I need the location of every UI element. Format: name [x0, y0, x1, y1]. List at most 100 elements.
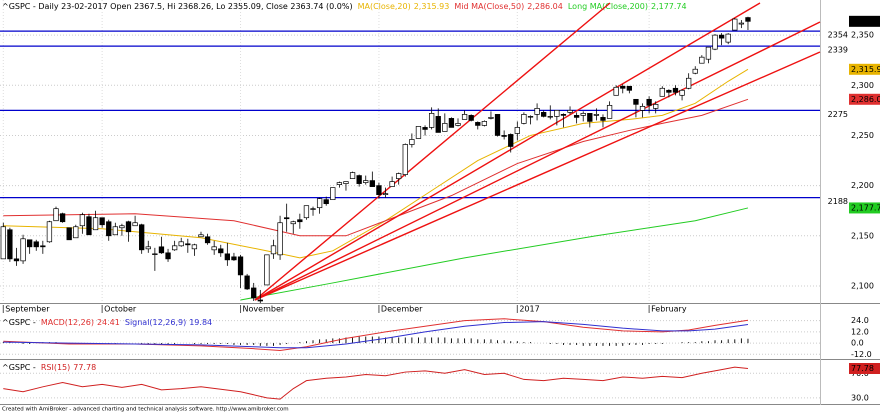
candle-body — [534, 108, 540, 115]
candle-body — [218, 248, 224, 254]
candle-body — [204, 236, 211, 244]
candle-body — [270, 245, 277, 255]
candle-body — [402, 144, 408, 175]
candle-body — [171, 245, 178, 251]
candle-body — [53, 208, 59, 222]
candle-body — [165, 252, 171, 260]
candle-body — [633, 98, 639, 105]
trend-lines — [254, 2, 821, 301]
trend-line — [254, 51, 821, 301]
value-tag-label: 77.78 — [851, 364, 874, 373]
candle-body — [323, 199, 329, 205]
candle-body — [396, 173, 402, 179]
candle-body — [264, 254, 270, 286]
title: ^GSPC - Daily 23-02-2017 Open 2367.5, Hi… — [2, 2, 353, 11]
candle-body — [606, 104, 613, 119]
candle-body — [92, 217, 99, 231]
candle-body — [343, 181, 349, 184]
legend-name: MACD(12,26) — [41, 318, 94, 327]
candle-body — [501, 135, 507, 137]
legend-name: Mid MA(Close,50) — [454, 2, 524, 11]
candle-body — [718, 34, 725, 39]
candle-body — [481, 121, 488, 126]
candle-body — [376, 185, 382, 195]
y-tick-label: 2,150 — [851, 231, 874, 240]
x-tick-label: 2017 — [519, 305, 539, 314]
legend-value: 2,177.74 — [651, 2, 687, 11]
candle-body — [587, 113, 593, 122]
y-tick-label: 30.0 — [851, 393, 869, 402]
candle-body — [672, 87, 679, 93]
value-tag-label: 2,315.93 — [851, 65, 880, 74]
line — [3, 98, 749, 237]
pane-title: ^GSPC - MACD(12,26) 24.41 Signal(12,26,9) 19… — [2, 318, 212, 327]
candle-body — [59, 213, 66, 223]
line — [3, 318, 749, 352]
candle-body — [191, 244, 198, 250]
y-tick-label: 2,250 — [851, 131, 874, 140]
pane-title: ^GSPC - RSI(15) 77.78 — [2, 363, 96, 372]
candle-body — [310, 208, 316, 210]
legend-value: 2,315.93 — [414, 2, 450, 11]
candle-body — [745, 17, 751, 22]
trend-line — [254, 2, 761, 301]
candle-body — [600, 117, 606, 121]
candle-body — [125, 221, 132, 233]
legend-value: 77.78 — [73, 363, 96, 372]
legend-name: RSI(15) — [41, 363, 70, 372]
y-tick-label: -12.0 — [851, 350, 872, 359]
title: ^GSPC - — [2, 363, 36, 372]
candle-body — [514, 127, 520, 134]
candle-body — [521, 114, 527, 124]
legend-name: Long MA(Close,200) — [568, 2, 648, 11]
candle-body — [106, 221, 112, 237]
candle-body — [33, 241, 39, 248]
candle-body — [428, 113, 435, 128]
candle-body — [659, 87, 665, 97]
candle-body — [435, 116, 441, 133]
candle-body — [7, 229, 13, 260]
candle-body — [244, 275, 250, 290]
candle-body — [139, 224, 145, 251]
value-tag — [849, 363, 880, 375]
candle-body — [382, 193, 389, 195]
candle-body — [185, 243, 191, 246]
y-tick-label: 2,200 — [851, 181, 874, 190]
candle-body — [541, 112, 547, 117]
candle-body — [0, 226, 6, 260]
value-tag — [849, 15, 880, 27]
candle-body — [666, 89, 672, 93]
candle-body — [461, 114, 468, 120]
pane-title: ^GSPC - Daily 23-02-2017 Open 2367.5, Hi… — [2, 2, 687, 11]
candle-body — [712, 34, 718, 50]
candle-body — [257, 299, 263, 302]
line — [240, 207, 749, 301]
candle-body — [46, 221, 53, 243]
candle-body — [508, 134, 514, 147]
candle-body — [692, 68, 698, 74]
candle-body — [455, 123, 461, 126]
candle-body — [251, 287, 257, 299]
candle-body — [119, 225, 125, 229]
candle-body — [145, 246, 151, 250]
candle-body — [422, 127, 428, 130]
footer: Created with AmiBroker - advanced charti… — [2, 407, 289, 413]
candle-body — [725, 33, 731, 43]
legend-name: Signal(12,26,9) — [125, 318, 186, 327]
candle-body — [475, 122, 481, 126]
candle-body — [699, 56, 705, 64]
candle-body — [409, 139, 415, 145]
legend-value: 19.84 — [189, 318, 212, 327]
candle-body — [620, 85, 626, 89]
y-tick-label: 2,350 — [851, 31, 874, 40]
candle-body — [356, 175, 362, 184]
line — [3, 68, 749, 259]
candle-body — [679, 89, 685, 96]
candle-body — [224, 253, 231, 261]
candle-body — [468, 115, 474, 121]
x-tick-label: September — [5, 305, 50, 314]
legend-value: 2,286.04 — [527, 2, 563, 11]
candle-body — [330, 187, 336, 201]
candle-body — [389, 181, 395, 187]
